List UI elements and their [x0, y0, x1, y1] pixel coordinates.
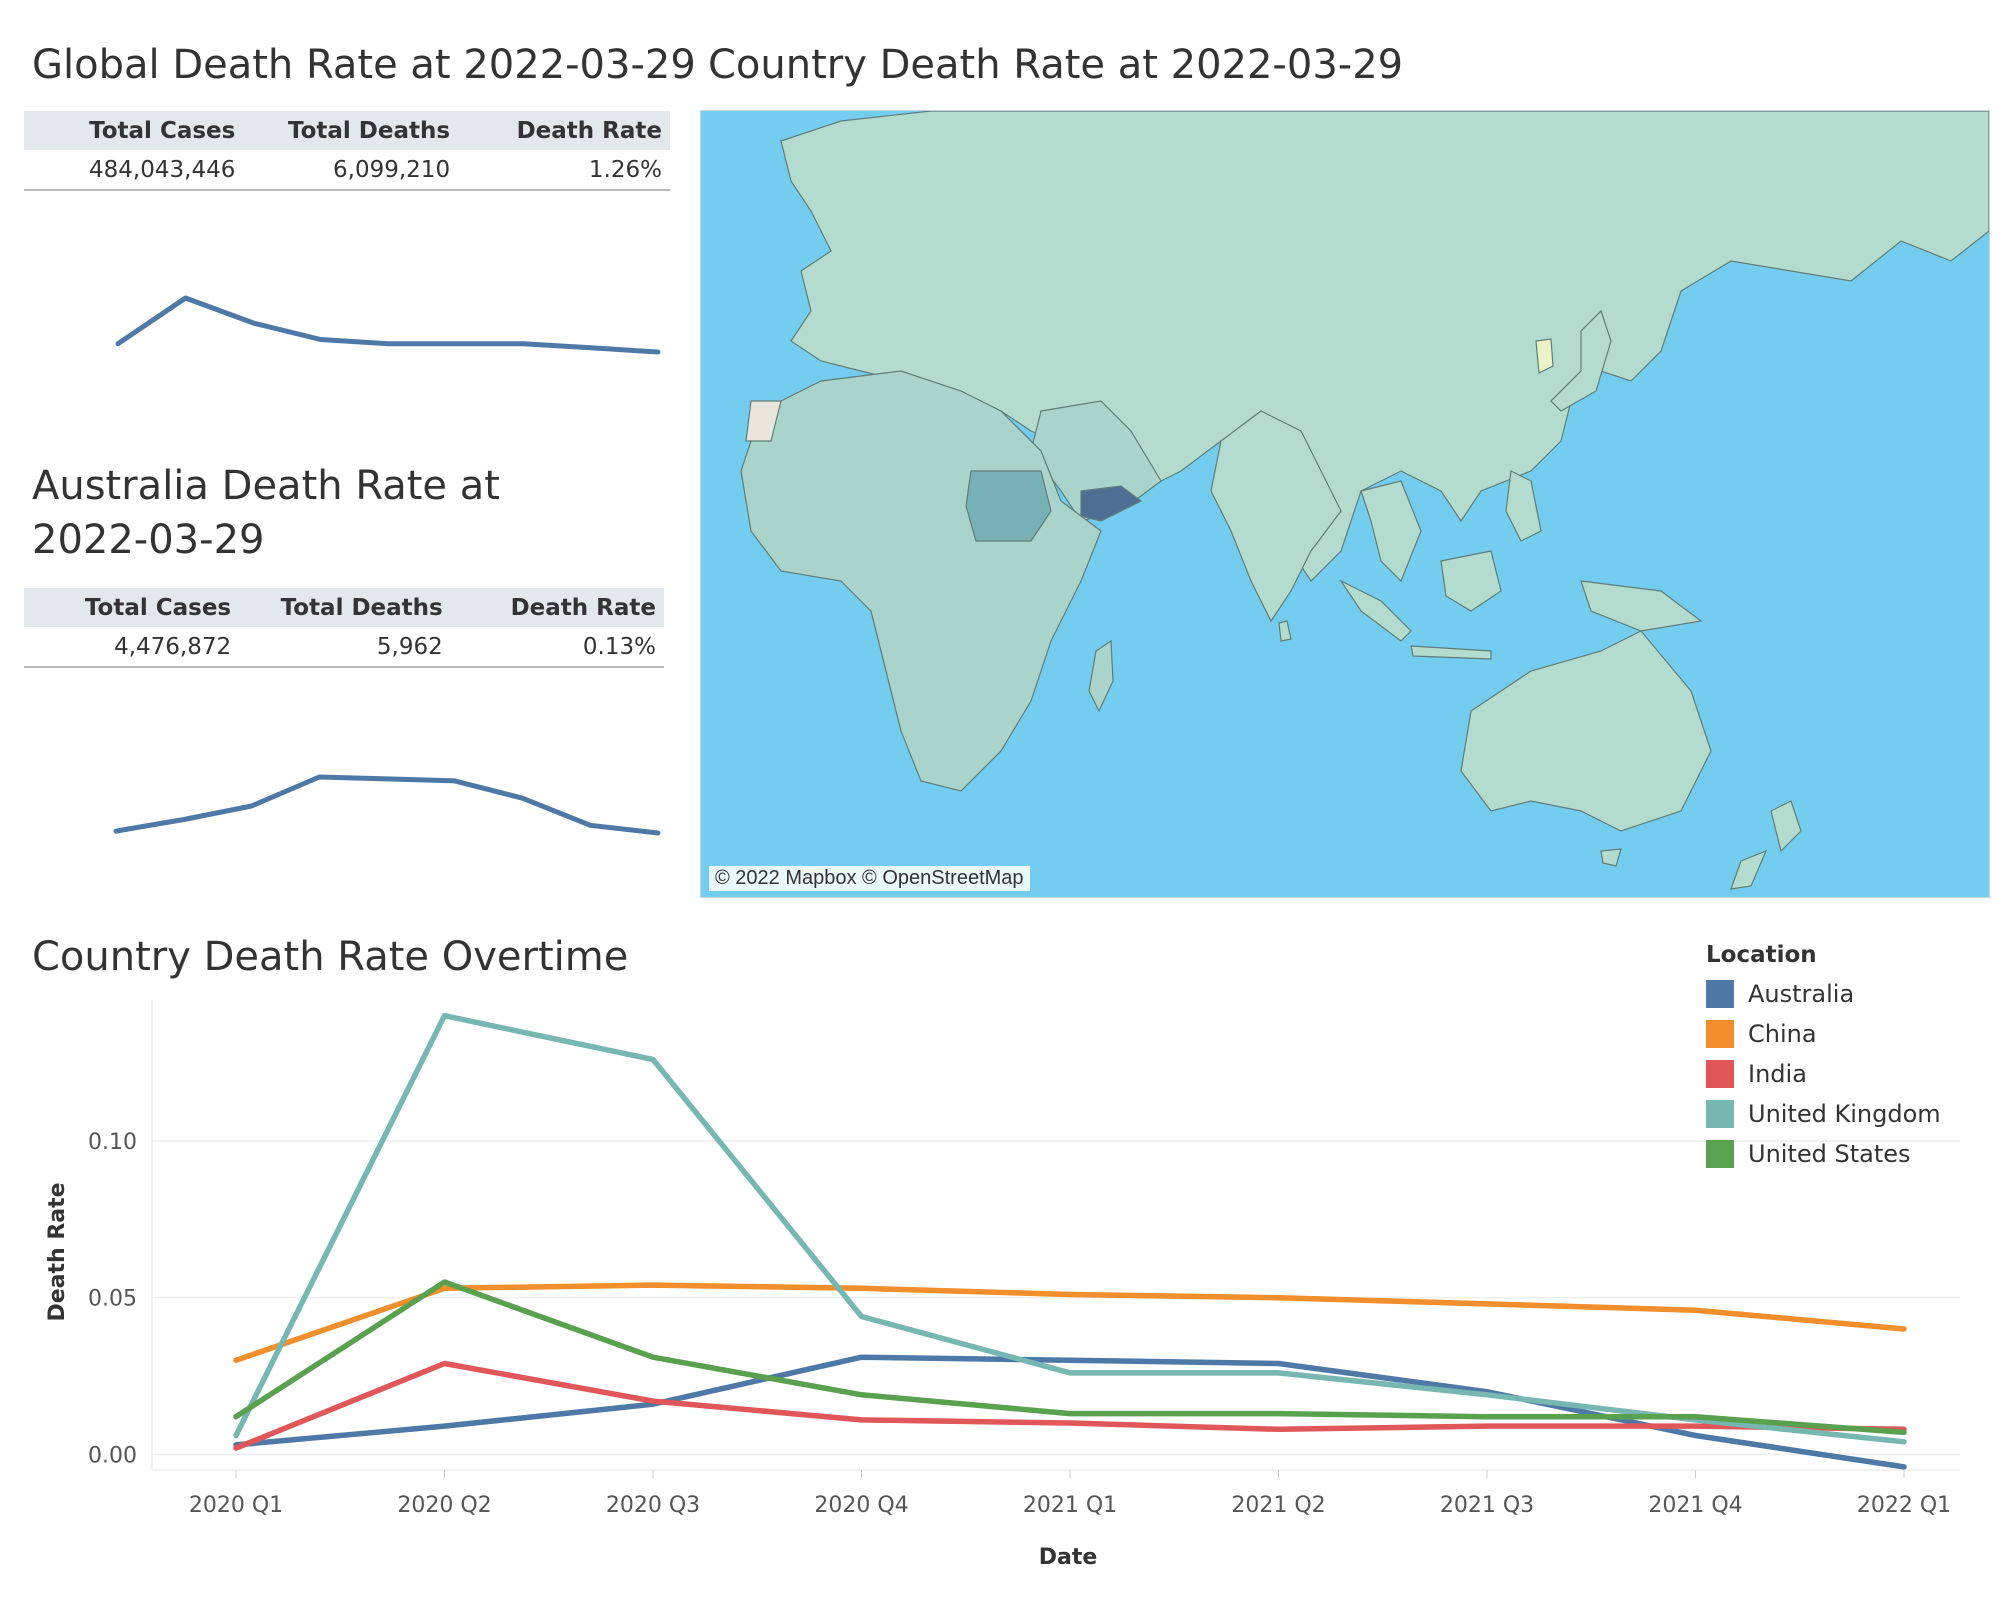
series-line-china[interactable] — [233, 1282, 1907, 1364]
southeast-asia-landmass[interactable] — [1360, 480, 1422, 583]
global-header-death-rate: Death Rate — [458, 111, 670, 150]
legend-swatch — [1706, 980, 1734, 1008]
series-line-united-kingdom[interactable] — [233, 1012, 1907, 1445]
australia-total-deaths-value: 5,962 — [239, 627, 451, 668]
legend-title: Location — [1706, 942, 1817, 968]
philippines-islands[interactable] — [1505, 470, 1542, 542]
x-tick-label: 2021 Q2 — [1231, 1493, 1325, 1518]
y-tick-label: 0.10 — [88, 1130, 137, 1155]
x-tick-label: 2020 Q4 — [814, 1493, 908, 1518]
legend-swatch — [1706, 1140, 1734, 1168]
land-masses — [740, 111, 1989, 890]
x-tick-labels: 2020 Q1 2020 Q2 2020 Q3 2020 Q4 2021 Q1 2021 … — [189, 1470, 1951, 1518]
eurasia-landmass[interactable] — [780, 111, 1989, 582]
yemen-region[interactable] — [1080, 485, 1143, 522]
x-tick-label: 2021 Q3 — [1440, 1493, 1534, 1518]
y-tick-label: 0.05 — [88, 1287, 137, 1312]
legend-label: Australia — [1748, 980, 1855, 1008]
global-sparkline — [115, 295, 661, 355]
japan-islands[interactable] — [1550, 309, 1612, 412]
legend-item-united-states[interactable]: United States — [1706, 1134, 1941, 1174]
country-death-rate-map[interactable]: © 2022 Mapbox © OpenStreetMap — [700, 110, 1990, 898]
global-stats-header-row: Total Cases Total Deaths Death Rate — [24, 111, 670, 150]
legend-items: Australia China India United Kingdom United … — [1706, 974, 1941, 1174]
australia-header-total-deaths: Total Deaths — [239, 588, 451, 627]
global-total-cases-value: 484,043,446 — [24, 150, 244, 191]
sudan-region[interactable] — [965, 470, 1052, 542]
world-map[interactable] — [701, 111, 1989, 897]
global-total-deaths-value: 6,099,210 — [243, 150, 459, 191]
y-gridlines — [152, 1140, 1960, 1456]
australia-sparkline — [113, 774, 661, 836]
australia-header-total-cases: Total Cases — [24, 588, 240, 627]
location-legend: Location Australia China India United Kingd… — [1706, 942, 1941, 1174]
global-stats-value-row: 484,043,446 6,099,210 1.26% — [24, 150, 670, 191]
sri-lanka-island[interactable] — [1278, 620, 1292, 642]
x-tick-label: 2020 Q3 — [606, 1493, 700, 1518]
australia-death-rate-value: 0.13% — [450, 627, 664, 668]
country-death-rate-map-title: Country Death Rate at 2022-03-29 — [708, 42, 1404, 88]
y-tick-label: 0.00 — [88, 1443, 137, 1468]
legend-label: United Kingdom — [1748, 1100, 1941, 1128]
legend-swatch — [1706, 1020, 1734, 1048]
legend-item-china[interactable]: China — [1706, 1014, 1941, 1054]
legend-item-australia[interactable]: Australia — [1706, 974, 1941, 1014]
y-tick-labels: 0.00 0.05 0.10 — [88, 1130, 137, 1468]
global-header-total-deaths: Total Deaths — [243, 111, 459, 150]
legend-item-india[interactable]: India — [1706, 1054, 1941, 1094]
australia-stats-value-row: 4,476,872 5,962 0.13% — [24, 627, 664, 668]
australia-header-death-rate: Death Rate — [450, 588, 664, 627]
series-line-australia[interactable] — [233, 1354, 1907, 1470]
new-zealand-islands[interactable] — [1730, 800, 1802, 890]
legend-swatch — [1706, 1100, 1734, 1128]
x-tick-label: 2022 Q1 — [1857, 1493, 1951, 1518]
y-axis-label: Death Rate — [45, 1182, 70, 1321]
x-tick-label: 2020 Q2 — [397, 1493, 491, 1518]
global-death-rate-title: Global Death Rate at 2022-03-29 — [32, 42, 696, 88]
australia-sparkline-series — [113, 774, 661, 836]
x-tick-label: 2021 Q1 — [1023, 1493, 1117, 1518]
global-sparkline-series — [115, 295, 661, 355]
australia-death-rate-title: Australia Death Rate at 2022-03-29 — [32, 459, 500, 567]
madagascar-island[interactable] — [1088, 639, 1114, 713]
x-tick-label: 2020 Q1 — [189, 1493, 283, 1518]
australia-landmass[interactable] — [1460, 630, 1712, 832]
java-island[interactable] — [1410, 645, 1492, 660]
india-landmass[interactable] — [1210, 410, 1342, 623]
legend-item-united-kingdom[interactable]: United Kingdom — [1706, 1094, 1941, 1134]
x-axis-label: Date — [1039, 1545, 1098, 1570]
global-death-rate-value: 1.26% — [458, 150, 670, 191]
korea-region[interactable] — [1535, 338, 1554, 374]
legend-swatch — [1706, 1060, 1734, 1088]
death-rate-overtime-chart: 0.000.050.10 2020 Q1 2020 Q2 2020 Q3 2020 Q… — [45, 1000, 1960, 1570]
australia-title-line2: 2022-03-29 — [32, 517, 265, 563]
series-line-india[interactable] — [233, 1360, 1907, 1451]
death-rate-overtime-title: Country Death Rate Overtime — [32, 934, 629, 980]
australia-stats-table: Total Cases Total Deaths Death Rate 4,47… — [24, 588, 664, 668]
series-line-united-states[interactable] — [233, 1279, 1907, 1436]
legend-label: China — [1748, 1020, 1817, 1048]
global-header-total-cases: Total Cases — [24, 111, 244, 150]
western-sahara-region[interactable] — [745, 400, 782, 442]
australia-stats-header-row: Total Cases Total Deaths Death Rate — [24, 588, 664, 627]
series-lines — [233, 1012, 1907, 1470]
legend-label: India — [1748, 1060, 1807, 1088]
x-tick-label: 2021 Q4 — [1648, 1493, 1742, 1518]
map-attribution[interactable]: © 2022 Mapbox © OpenStreetMap — [709, 866, 1030, 891]
new-guinea-island[interactable] — [1580, 580, 1703, 632]
legend-label: United States — [1748, 1140, 1911, 1168]
global-stats-table: Total Cases Total Deaths Death Rate 484,… — [24, 111, 670, 191]
australia-total-cases-value: 4,476,872 — [24, 627, 240, 668]
tasmania-island[interactable] — [1600, 848, 1622, 867]
borneo-island[interactable] — [1440, 550, 1502, 612]
australia-title-line1: Australia Death Rate at — [32, 463, 500, 509]
sumatra-island[interactable] — [1339, 579, 1412, 642]
